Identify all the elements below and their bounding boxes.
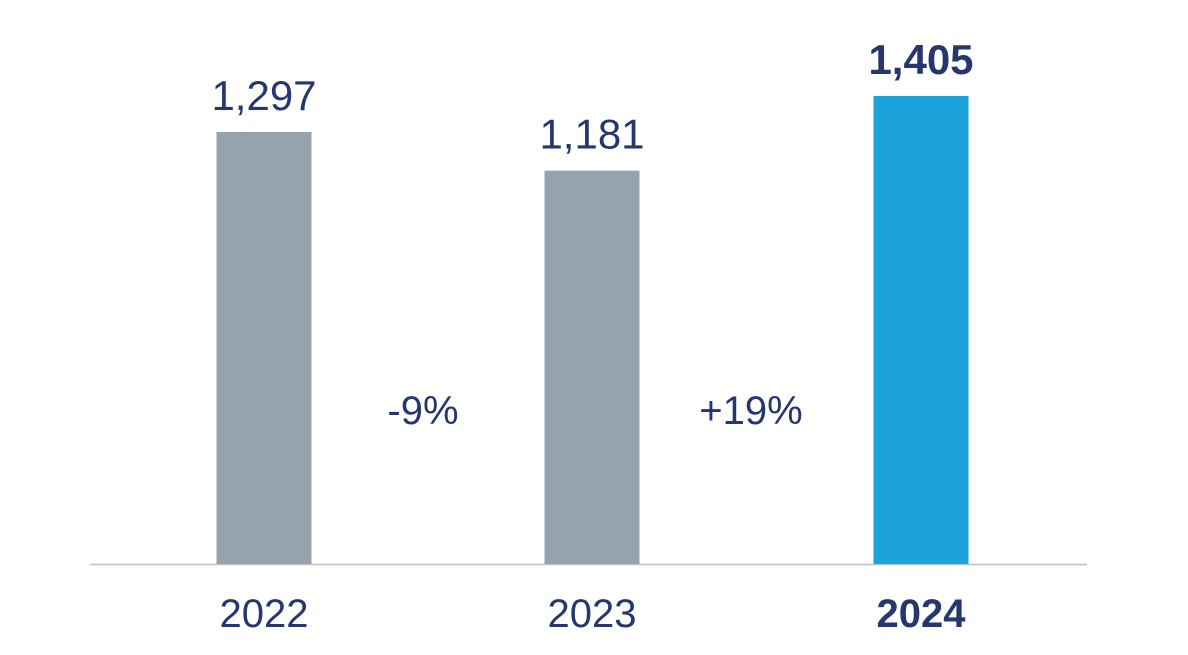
bar-2023 — [544, 170, 640, 564]
data-label-2022: 1,297 — [211, 72, 316, 119]
bars-group — [216, 96, 969, 565]
data-label-2023: 1,181 — [539, 111, 644, 158]
change-label-1: -9% — [387, 389, 458, 433]
x-tick-label-2022: 2022 — [220, 592, 309, 636]
labels-group: 1,297 2022 1,181 2023 1,405 2024 -9% +19% — [211, 36, 973, 636]
bar-2022 — [216, 131, 312, 565]
x-tick-label-2024: 2024 — [877, 592, 967, 636]
bar-2024 — [873, 96, 969, 564]
data-label-2024: 1,405 — [868, 36, 973, 83]
x-tick-label-2023: 2023 — [548, 592, 637, 636]
change-label-2: +19% — [699, 389, 802, 433]
